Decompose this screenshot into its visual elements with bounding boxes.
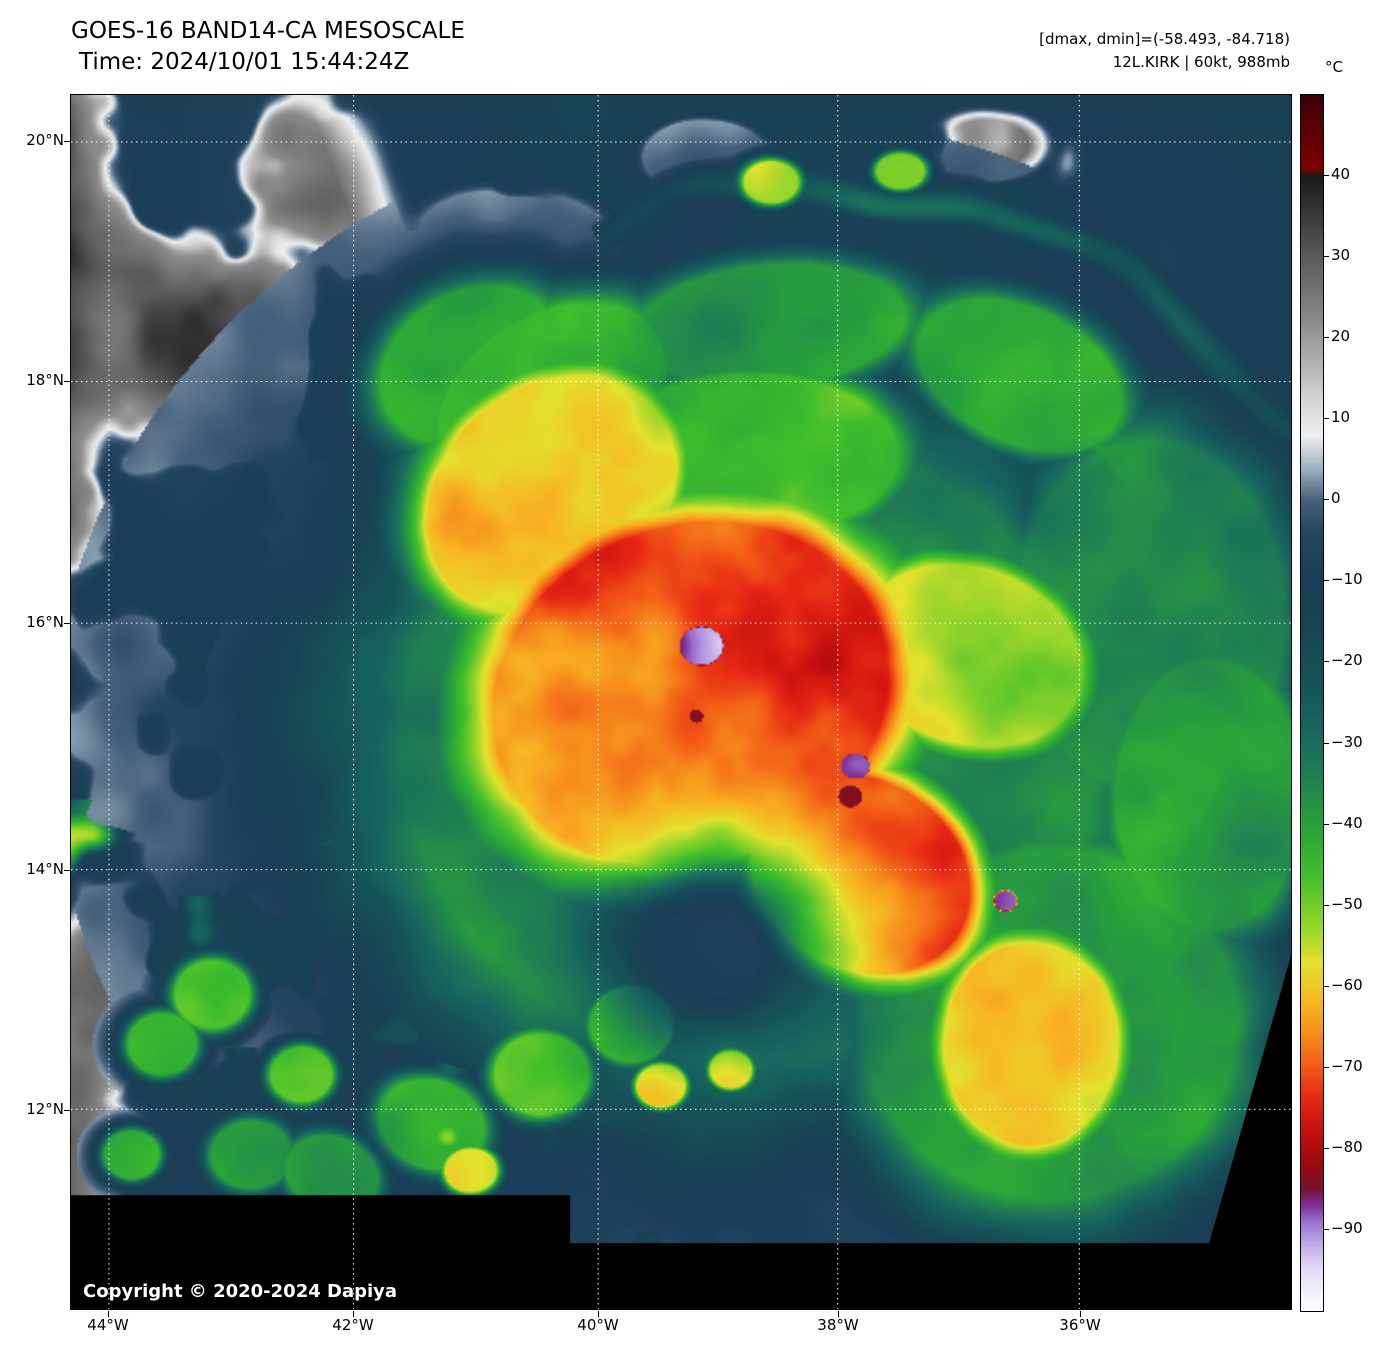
- lon-tick-label: 44°W: [87, 1316, 129, 1334]
- satellite-map: Copyright © 2020-2024 Dapiya: [70, 94, 1292, 1310]
- colorbar-unit-label: °C: [1325, 58, 1343, 76]
- colorbar-tick-mark: [1323, 256, 1329, 258]
- colorbar-tick-mark: [1323, 337, 1329, 339]
- colorbar-gradient: [1300, 94, 1324, 1312]
- lon-tick-label: 38°W: [817, 1316, 859, 1334]
- colorbar-tick-label: −30: [1331, 732, 1363, 751]
- colorbar-tick-label: −40: [1331, 813, 1363, 832]
- colorbar-tick-label: 20: [1331, 327, 1351, 346]
- readout-block: [dmax, dmin]=(-58.493, -84.718) 12L.KIRK…: [1039, 28, 1290, 74]
- colorbar-tick-mark: [1323, 580, 1329, 582]
- lat-tick-label: 20°N: [26, 131, 64, 149]
- colorbar-tick-label: −90: [1331, 1218, 1363, 1237]
- colorbar-tick-label: −80: [1331, 1137, 1363, 1156]
- lat-tick-mark: [64, 623, 70, 624]
- colorbar-tick-label: −10: [1331, 570, 1363, 589]
- lat-tick-label: 16°N: [26, 613, 64, 631]
- dmax-dmin-readout: [dmax, dmin]=(-58.493, -84.718): [1039, 30, 1290, 48]
- no-data-region: [71, 955, 1291, 1309]
- colorbar-tick-label: −70: [1331, 1056, 1363, 1075]
- colorbar-tick-mark: [1323, 904, 1329, 906]
- lon-tick-label: 40°W: [577, 1316, 619, 1334]
- lat-tick-mark: [64, 870, 70, 871]
- colorbar-tick-mark: [1323, 499, 1329, 501]
- colorbar-tick-mark: [1323, 418, 1329, 420]
- lon-tick-mark: [108, 1311, 109, 1317]
- lon-tick-mark: [353, 1311, 354, 1317]
- lon-tick-mark: [1080, 1311, 1081, 1317]
- colorbar-tick-mark: [1323, 742, 1329, 744]
- colorbar-tick-label: 30: [1331, 246, 1351, 265]
- lat-tick-mark: [64, 1110, 70, 1111]
- lon-tick-label: 42°W: [332, 1316, 374, 1334]
- colorbar-tick-label: −20: [1331, 651, 1363, 670]
- colorbar-tick-label: 10: [1331, 408, 1351, 427]
- colorbar-tick-mark: [1323, 661, 1329, 663]
- lon-tick-mark: [838, 1311, 839, 1317]
- page-title: GOES-16 BAND14-CA MESOSCALE: [71, 18, 465, 44]
- lat-tick-label: 12°N: [26, 1100, 64, 1118]
- map-overlay: [71, 95, 1291, 1309]
- colorbar-tick-label: −50: [1331, 894, 1363, 913]
- colorbar-tick-mark: [1323, 823, 1329, 825]
- storm-readout: 12L.KIRK | 60kt, 988mb: [1112, 53, 1290, 71]
- colorbar-tick-label: 0: [1331, 489, 1341, 508]
- lat-tick-label: 14°N: [26, 860, 64, 878]
- colorbar-tick-mark: [1323, 1228, 1329, 1230]
- colorbar-tick-label: 40: [1331, 165, 1351, 184]
- lon-tick-label: 36°W: [1059, 1316, 1101, 1334]
- satellite-image-canvas: [71, 95, 1291, 1309]
- lat-tick-mark: [64, 141, 70, 142]
- colorbar-tick-mark: [1323, 1147, 1329, 1149]
- colorbar-tick-mark: [1323, 1066, 1329, 1068]
- lat-tick-mark: [64, 381, 70, 382]
- timestamp: Time: 2024/10/01 15:44:24Z: [79, 49, 410, 75]
- colorbar-tick-mark: [1323, 985, 1329, 987]
- lat-tick-label: 18°N: [26, 371, 64, 389]
- copyright-label: Copyright © 2020-2024 Dapiya: [83, 1281, 398, 1302]
- colorbar-tick-mark: [1323, 175, 1329, 177]
- colorbar-tick-label: −60: [1331, 975, 1363, 994]
- lon-tick-mark: [598, 1311, 599, 1317]
